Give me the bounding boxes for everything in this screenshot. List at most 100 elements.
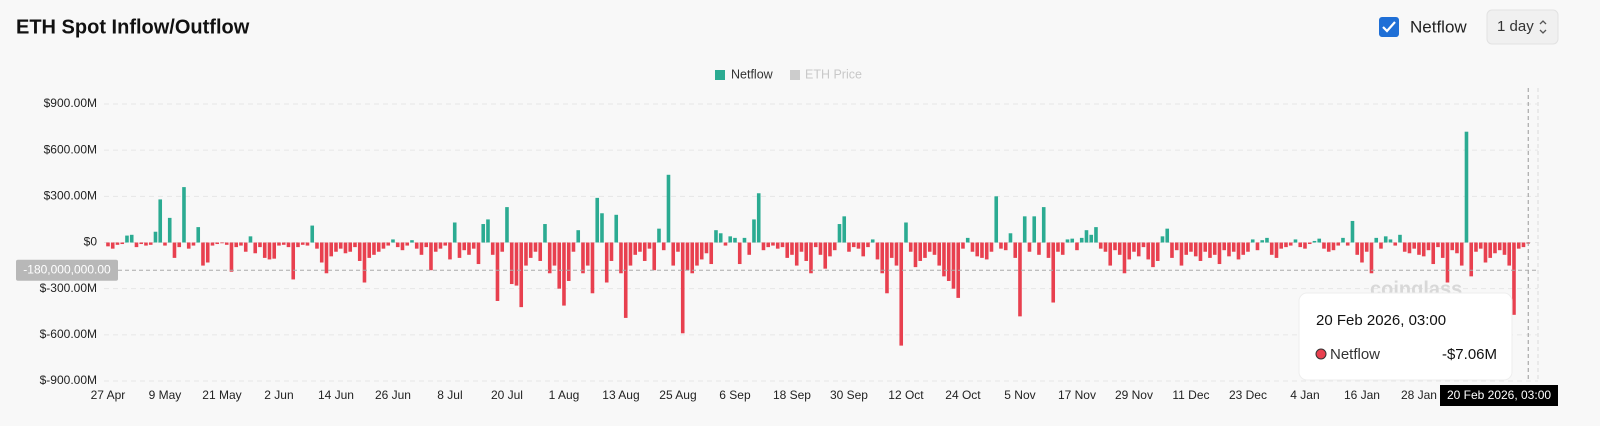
bar xyxy=(571,242,576,252)
bar xyxy=(690,242,695,274)
bar xyxy=(809,242,813,274)
bar xyxy=(657,228,661,243)
checkbox-label[interactable]: Netflow xyxy=(1410,17,1467,36)
bar xyxy=(353,242,357,248)
bar xyxy=(908,242,913,252)
bar xyxy=(581,242,585,274)
y-tick-label: $-900.00M xyxy=(40,373,97,387)
bar xyxy=(1193,242,1198,257)
bar xyxy=(752,219,756,243)
bar xyxy=(1436,242,1440,248)
bar xyxy=(106,242,110,247)
bar xyxy=(633,242,638,255)
bar xyxy=(1269,242,1274,255)
bar xyxy=(1516,242,1521,249)
bar xyxy=(870,239,875,243)
bar xyxy=(842,216,847,243)
bar xyxy=(424,242,429,248)
bar xyxy=(1212,242,1217,255)
bar xyxy=(676,242,680,252)
bar xyxy=(1459,242,1464,266)
bar xyxy=(899,242,904,346)
bar xyxy=(647,242,652,249)
chart-title: ETH Spot Inflow/Outflow xyxy=(16,16,250,38)
bar xyxy=(319,242,324,263)
bar xyxy=(1398,234,1402,243)
bar xyxy=(1317,238,1322,243)
bar xyxy=(1236,242,1241,260)
bar xyxy=(272,242,277,259)
x-tick-label: 21 May xyxy=(202,388,241,402)
bar xyxy=(918,242,923,261)
bar xyxy=(1288,242,1293,246)
x-tick-label: 14 Jun xyxy=(318,388,354,402)
bar xyxy=(1502,242,1507,255)
x-tick-label: 11 Dec xyxy=(1172,388,1209,402)
bar xyxy=(813,242,818,248)
bar xyxy=(248,236,253,243)
bar xyxy=(1402,242,1407,252)
bar xyxy=(1217,242,1222,265)
bar xyxy=(1155,242,1160,261)
legend-label[interactable]: Netflow xyxy=(731,67,774,81)
bar xyxy=(1003,242,1008,251)
bar xyxy=(927,242,932,252)
bar xyxy=(1231,242,1236,252)
bar xyxy=(965,237,970,243)
tooltip-dot xyxy=(1315,348,1327,360)
bar xyxy=(714,230,718,243)
bar xyxy=(623,242,628,318)
bar xyxy=(153,231,158,243)
plot: $900.00M $600.00M $300.00M $0 $-300.00M $-600… xyxy=(40,96,1538,402)
bar xyxy=(220,242,224,244)
bar xyxy=(585,242,590,266)
bar xyxy=(1174,242,1179,251)
bar xyxy=(144,242,148,246)
x-tick-label: 9 May xyxy=(149,388,182,402)
bar xyxy=(433,242,438,252)
crosshair-x-label: 20 Feb 2026, 03:00 xyxy=(1447,388,1551,402)
bar xyxy=(671,242,676,266)
bar xyxy=(300,242,305,245)
bar xyxy=(296,242,300,248)
tooltip-box xyxy=(1298,292,1513,381)
bar xyxy=(443,242,448,246)
bar xyxy=(866,242,870,248)
bar xyxy=(718,233,723,243)
checkbox[interactable] xyxy=(1379,17,1399,37)
bar xyxy=(1079,237,1084,243)
legend-label[interactable]: ETH Price xyxy=(805,67,862,81)
bar xyxy=(1127,242,1132,260)
bar xyxy=(310,225,315,243)
y-tick-label: $600.00M xyxy=(44,142,97,156)
bar xyxy=(1469,242,1474,277)
bar xyxy=(1070,238,1075,243)
bar xyxy=(709,242,714,265)
bar xyxy=(533,242,538,252)
bar xyxy=(291,242,296,280)
bar xyxy=(538,242,543,261)
bar xyxy=(775,242,780,249)
bar xyxy=(490,242,495,255)
bar xyxy=(1189,242,1193,252)
bar xyxy=(362,242,367,283)
x-tick-label: 24 Oct xyxy=(945,388,981,402)
bar xyxy=(234,242,239,248)
bar xyxy=(191,242,196,246)
bar xyxy=(519,242,524,308)
bar xyxy=(1151,242,1155,268)
bar xyxy=(386,242,391,246)
bar xyxy=(1113,242,1117,251)
bar xyxy=(1084,230,1089,243)
bar xyxy=(780,242,785,248)
bar xyxy=(1483,242,1488,263)
bar xyxy=(281,242,286,245)
bar xyxy=(1322,242,1326,249)
bar xyxy=(1037,242,1041,255)
bar xyxy=(1326,242,1331,252)
bar xyxy=(923,242,927,258)
interval-select[interactable] xyxy=(1486,9,1559,45)
y-tick-label: $900.00M xyxy=(44,96,97,110)
bar xyxy=(799,242,804,252)
